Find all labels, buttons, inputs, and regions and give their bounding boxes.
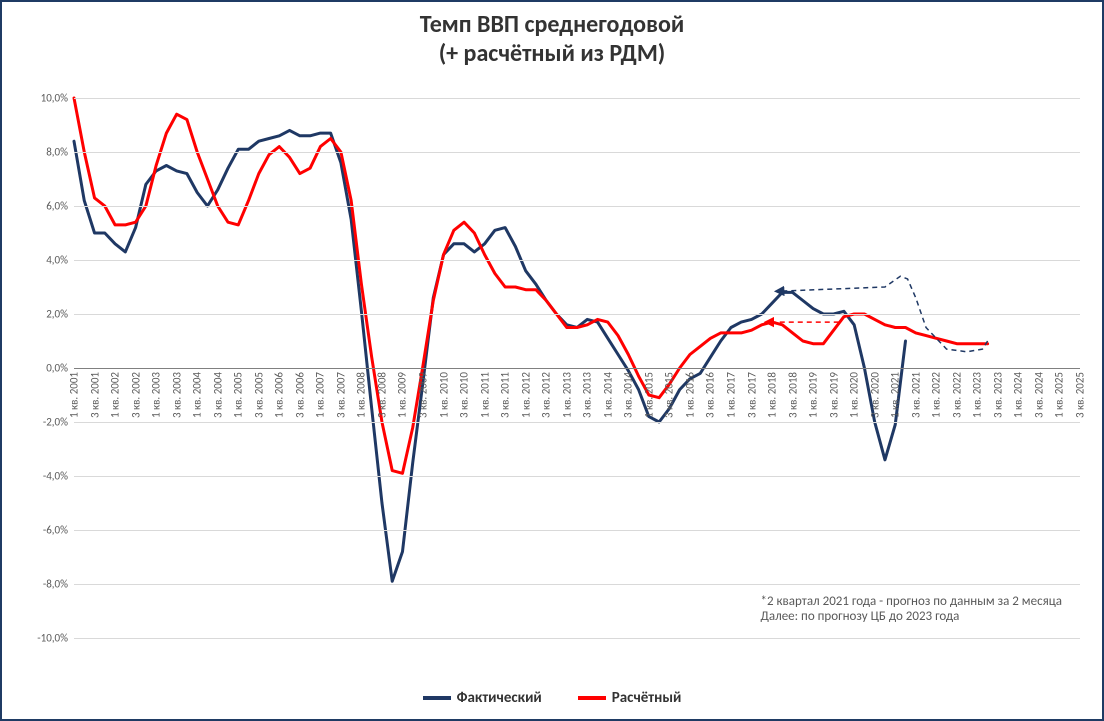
x-axis-label: 1 кв. 2013 <box>560 372 573 418</box>
x-axis-label: 3 кв. 2020 <box>868 372 881 418</box>
y-axis-label: -10,0% <box>37 632 74 645</box>
x-axis-label: 3 кв. 2019 <box>827 372 840 418</box>
x-axis-label: 3 кв. 2004 <box>211 372 224 418</box>
x-axis-label: 3 кв. 2005 <box>252 372 265 418</box>
y-axis-label: -6,0% <box>43 524 74 537</box>
x-axis-label: 1 кв. 2023 <box>971 372 984 418</box>
x-axis-label: 1 кв. 2009 <box>396 372 409 418</box>
gridline <box>74 314 1080 315</box>
x-axis-label: 3 кв. 2012 <box>540 372 553 418</box>
x-axis-label: 3 кв. 2008 <box>375 372 388 418</box>
plot-area: -10,0%-8,0%-6,0%-4,0%-2,0%0,0%2,0%4,0%6,… <box>74 98 1080 638</box>
gridline <box>74 260 1080 261</box>
series-line <box>74 130 905 581</box>
x-axis-label: 3 кв. 2024 <box>1032 372 1045 418</box>
gridline <box>74 476 1080 477</box>
gridline <box>74 584 1080 585</box>
x-axis-label: 3 кв. 2018 <box>786 372 799 418</box>
legend-label: Расчётный <box>612 689 682 707</box>
x-axis-label: 1 кв. 2021 <box>889 372 902 418</box>
y-axis-label: -4,0% <box>43 470 74 483</box>
x-axis-label: 3 кв. 2007 <box>334 372 347 418</box>
gridline <box>74 98 1080 99</box>
x-axis-label: 3 кв. 2003 <box>170 372 183 418</box>
x-axis-label: 1 кв. 2006 <box>273 372 286 418</box>
x-axis-label: 3 кв. 2017 <box>745 372 758 418</box>
x-axis-label: 1 кв. 2012 <box>519 372 532 418</box>
chart-title: Темп ВВП среднегодовой (+ расчётный из Р… <box>2 10 1102 68</box>
x-axis-label: 3 кв. 2001 <box>88 372 101 418</box>
y-axis-label: 8,0% <box>46 146 74 159</box>
x-axis-label: 1 кв. 2010 <box>437 372 450 418</box>
legend-swatch <box>423 696 451 700</box>
x-axis-label: 3 кв. 2016 <box>704 372 717 418</box>
x-axis-label: 1 кв. 2004 <box>191 372 204 418</box>
legend-item: Фактический <box>423 689 542 707</box>
x-axis-label: 3 кв. 2025 <box>1074 372 1087 418</box>
x-axis-label: 3 кв. 2023 <box>991 372 1004 418</box>
x-axis-label: 1 кв. 2020 <box>848 372 861 418</box>
x-axis-label: 3 кв. 2010 <box>458 372 471 418</box>
legend-swatch <box>578 696 606 700</box>
x-axis-label: 3 кв. 2014 <box>622 372 635 418</box>
x-axis-label: 3 кв. 2015 <box>663 372 676 418</box>
x-axis-label: 3 кв. 2006 <box>293 372 306 418</box>
x-axis-label: 3 кв. 2022 <box>950 372 963 418</box>
gridline <box>74 152 1080 153</box>
chart-footnote: *2 квартал 2021 года - прогноз по данным… <box>760 594 1062 624</box>
x-axis-label: 1 кв. 2002 <box>109 372 122 418</box>
x-axis-label: 1 кв. 2016 <box>683 372 696 418</box>
x-axis-label: 1 кв. 2018 <box>766 372 779 418</box>
x-axis-label: 1 кв. 2008 <box>355 372 368 418</box>
legend-label: Фактический <box>457 689 542 707</box>
x-axis-label: 1 кв. 2022 <box>930 372 943 418</box>
chart-frame: Темп ВВП среднегодовой (+ расчётный из Р… <box>0 0 1104 721</box>
gridline <box>74 422 1080 423</box>
x-axis-label: 1 кв. 2007 <box>314 372 327 418</box>
gridline <box>74 206 1080 207</box>
x-axis-label: 1 кв. 2011 <box>478 372 491 418</box>
gridline <box>74 638 1080 639</box>
y-axis-label: 4,0% <box>46 254 74 267</box>
x-axis-label: 1 кв. 2019 <box>807 372 820 418</box>
legend-item: Расчётный <box>578 689 682 707</box>
chart-legend: Фактический Расчётный <box>2 687 1102 707</box>
x-axis-label: 3 кв. 2013 <box>581 372 594 418</box>
x-axis-label: 3 кв. 2002 <box>129 372 142 418</box>
x-axis-label: 1 кв. 2024 <box>1012 372 1025 418</box>
x-axis-label: 1 кв. 2015 <box>642 372 655 418</box>
y-axis-label: 10,0% <box>41 92 74 105</box>
gridline <box>74 530 1080 531</box>
gridline <box>74 368 1080 369</box>
x-axis-label: 1 кв. 2025 <box>1053 372 1066 418</box>
y-axis-label: 6,0% <box>46 200 74 213</box>
x-axis-label: 3 кв. 2011 <box>499 372 512 418</box>
x-axis-label: 1 кв. 2017 <box>724 372 737 418</box>
x-axis-label: 1 кв. 2001 <box>68 372 81 418</box>
x-axis-label: 1 кв. 2005 <box>232 372 245 418</box>
y-axis-label: 2,0% <box>46 308 74 321</box>
x-axis-label: 1 кв. 2003 <box>150 372 163 418</box>
y-axis-label: -8,0% <box>43 578 74 591</box>
x-axis-label: 3 кв. 2021 <box>909 372 922 418</box>
x-axis-label: 3 кв. 2009 <box>417 372 430 418</box>
x-axis-label: 1 кв. 2014 <box>601 372 614 418</box>
